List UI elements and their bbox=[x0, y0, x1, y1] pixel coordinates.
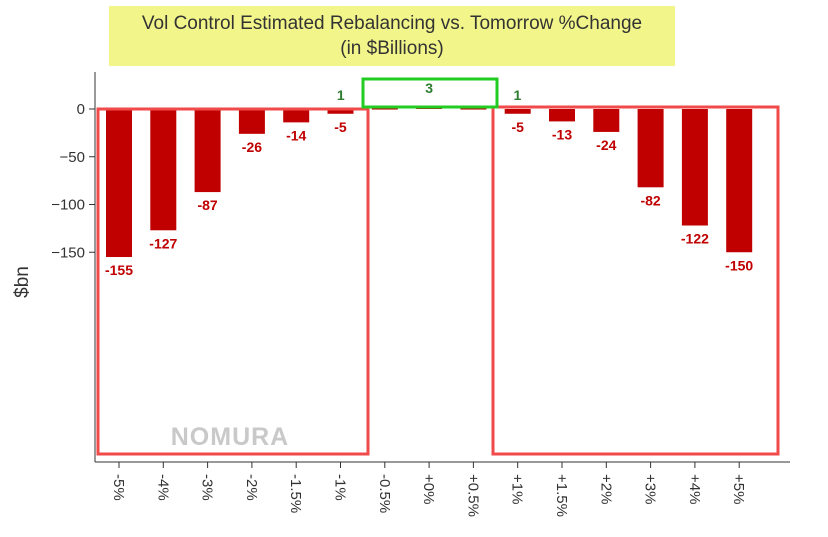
data-label: -150 bbox=[725, 257, 753, 273]
nomura-watermark: NOMURA bbox=[171, 423, 290, 451]
bar bbox=[150, 109, 177, 231]
bars bbox=[106, 106, 753, 258]
axes: 0 −50 −100 −150 -5% -4% -3% -2% -1.5% -1% -0.5% +0%… bbox=[51, 72, 790, 517]
y-axis-label: $bn bbox=[12, 266, 33, 298]
bar bbox=[238, 109, 265, 134]
bar bbox=[549, 109, 575, 122]
data-label: -26 bbox=[242, 139, 262, 155]
data-label: 1 bbox=[514, 87, 522, 103]
negative-scenarios-left-box bbox=[96, 107, 370, 456]
x-tick-label: +0.5% bbox=[464, 474, 481, 517]
chart-title-box: Vol Control Estimated Rebalancing vs. To… bbox=[109, 6, 675, 66]
x-tick-label: +2% bbox=[597, 474, 614, 504]
x-tick-label: -4% bbox=[154, 474, 171, 501]
data-label: -127 bbox=[149, 235, 177, 251]
x-tick-label: +5% bbox=[730, 474, 747, 504]
x-tick-label: -1% bbox=[332, 474, 349, 501]
bar bbox=[327, 109, 354, 114]
bar bbox=[593, 109, 620, 132]
positive-scenarios-box bbox=[361, 77, 499, 109]
data-label: -13 bbox=[552, 126, 572, 142]
data-label: -5 bbox=[511, 119, 524, 135]
bar bbox=[371, 108, 398, 110]
data-label: 1 bbox=[337, 87, 345, 103]
x-tick-label: +4% bbox=[686, 474, 703, 504]
y-tick-label: −150 bbox=[51, 244, 85, 261]
bar bbox=[194, 109, 221, 193]
y-tick-label: −50 bbox=[60, 149, 85, 166]
data-label: -155 bbox=[105, 262, 133, 278]
bar bbox=[681, 109, 708, 226]
x-tick-label: -2% bbox=[243, 474, 260, 501]
data-label: -5 bbox=[334, 119, 347, 135]
bar bbox=[283, 109, 310, 123]
data-label: -87 bbox=[197, 197, 217, 213]
data-label: -24 bbox=[596, 137, 616, 153]
bar bbox=[637, 109, 664, 188]
x-tick-label: +0% bbox=[420, 474, 437, 504]
data-label: -122 bbox=[681, 231, 709, 247]
data-label: -82 bbox=[640, 192, 660, 208]
bar bbox=[504, 109, 531, 114]
highlight-boxes bbox=[96, 77, 780, 456]
x-tick-label: +3% bbox=[642, 474, 659, 504]
chart-title: Vol Control Estimated Rebalancing vs. To… bbox=[141, 13, 643, 34]
bar bbox=[460, 108, 487, 110]
bar bbox=[726, 109, 753, 253]
y-tick-label: 0 bbox=[77, 101, 85, 118]
y-tick-label: −100 bbox=[51, 197, 85, 214]
data-labels: -155 -127 -87 -26 -14 -5 1 3 1 -5 -13 -24 -82 -122 -15… bbox=[105, 80, 753, 278]
x-tick-label: -3% bbox=[199, 474, 216, 501]
negative-scenarios-right-box bbox=[491, 105, 780, 456]
data-label: 3 bbox=[425, 80, 433, 96]
x-tick-label: -1.5% bbox=[287, 474, 304, 513]
data-label: -14 bbox=[286, 127, 306, 143]
x-tick-label: +1% bbox=[509, 474, 526, 504]
chart-subtitle: (in $Billions) bbox=[340, 38, 444, 59]
x-tick-label: -5% bbox=[110, 474, 127, 501]
x-tick-label: +1.5% bbox=[553, 474, 570, 517]
x-tick-label: -0.5% bbox=[376, 474, 393, 513]
bar bbox=[106, 109, 132, 258]
